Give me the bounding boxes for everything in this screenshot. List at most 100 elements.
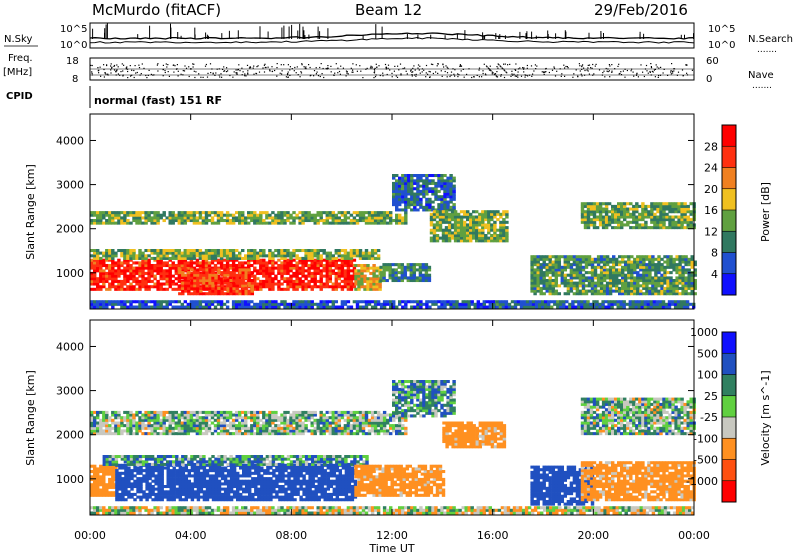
- power-cell: [292, 252, 295, 255]
- power-cell: [389, 216, 392, 219]
- power-cell: [641, 202, 644, 205]
- power-cell: [147, 275, 150, 278]
- power-cell: [141, 254, 144, 257]
- power-cell: [615, 263, 618, 266]
- freq-dot: [244, 73, 245, 74]
- power-cell: [347, 288, 350, 291]
- power-cell: [505, 234, 508, 237]
- power-cell: [407, 206, 410, 209]
- power-cell: [571, 300, 574, 303]
- power-cell: [484, 218, 487, 221]
- velocity-cell: [139, 498, 142, 501]
- velocity-cell: [142, 496, 145, 499]
- power-cell: [648, 292, 651, 295]
- power-cell: [271, 257, 274, 260]
- velocity-cell: [124, 488, 127, 491]
- power-cell: [543, 292, 546, 295]
- power-cell: [184, 264, 187, 267]
- power-cell: [256, 285, 259, 288]
- power-cell: [366, 267, 369, 270]
- freq-dot: [533, 70, 534, 71]
- power-cell: [618, 263, 621, 266]
- power-cell: [253, 303, 256, 306]
- power-cell: [217, 268, 220, 271]
- power-cell: [502, 306, 505, 309]
- power-cell: [666, 287, 669, 290]
- power-cell: [184, 290, 187, 293]
- freq-dot: [253, 66, 254, 67]
- power-cell: [368, 254, 371, 257]
- power-cell: [211, 284, 214, 287]
- power-cell: [487, 231, 490, 234]
- power-cell: [280, 272, 283, 275]
- power-cell: [588, 290, 591, 293]
- power-cell: [280, 283, 283, 286]
- freq-dot: [375, 76, 376, 77]
- power-cell: [360, 285, 363, 288]
- velocity-cell: [154, 469, 157, 472]
- power-cell: [244, 219, 247, 222]
- power-cell: [662, 210, 665, 213]
- velocity-cell: [90, 489, 93, 492]
- power-cell: [425, 303, 428, 306]
- power-cell: [636, 271, 639, 274]
- freq-dot: [213, 73, 214, 74]
- velocity-cell: [154, 477, 157, 480]
- power-cell: [419, 268, 422, 271]
- power-cell: [341, 272, 344, 275]
- power-cell: [120, 261, 123, 264]
- power-cell: [356, 306, 359, 309]
- power-cell: [629, 213, 632, 216]
- power-cell: [505, 239, 508, 242]
- power-cell: [660, 258, 663, 261]
- power-cell: [153, 219, 156, 222]
- power-cell: [437, 306, 440, 309]
- power-cell: [102, 252, 105, 255]
- power-cell: [199, 264, 202, 267]
- power-cell: [166, 261, 169, 264]
- power-cell: [96, 303, 99, 306]
- power-cell: [460, 234, 463, 237]
- power-cell: [540, 268, 543, 271]
- power-cell: [583, 300, 586, 303]
- power-cell: [286, 219, 289, 222]
- power-cell: [314, 272, 317, 275]
- power-cell: [236, 290, 239, 293]
- power-cell: [594, 276, 597, 279]
- power-cell: [187, 261, 190, 264]
- freq-dot: [389, 69, 390, 70]
- freq-dot: [245, 75, 246, 76]
- velocity-cell: [115, 477, 118, 480]
- power-cell: [627, 271, 630, 274]
- power-cell: [651, 261, 654, 264]
- power-cell: [597, 263, 600, 266]
- freq-dot: [337, 68, 338, 69]
- power-cell: [636, 279, 639, 282]
- power-cell: [314, 216, 317, 219]
- power-cell: [117, 280, 120, 283]
- power-cell: [614, 303, 617, 306]
- power-cell: [156, 303, 159, 306]
- power-cell: [160, 306, 163, 309]
- power-cell: [668, 306, 671, 309]
- freq-dot: [673, 70, 674, 71]
- power-cell: [451, 216, 454, 219]
- power-cell: [301, 216, 304, 219]
- velocity-cell: [93, 494, 96, 497]
- power-cell: [289, 261, 292, 264]
- power-cell: [245, 271, 248, 274]
- power-cell: [561, 268, 564, 271]
- power-cell: [443, 306, 446, 309]
- power-cell: [320, 300, 323, 303]
- power-cell: [283, 288, 286, 291]
- power-cell: [365, 219, 368, 222]
- power-cell: [606, 287, 609, 290]
- power-cell: [533, 282, 536, 285]
- power-cell: [641, 223, 644, 226]
- power-cell: [635, 223, 638, 226]
- power-cell: [211, 282, 214, 285]
- power-cell: [605, 221, 608, 224]
- power-cell: [437, 206, 440, 209]
- power-cell: [663, 271, 666, 274]
- power-cell: [425, 208, 428, 211]
